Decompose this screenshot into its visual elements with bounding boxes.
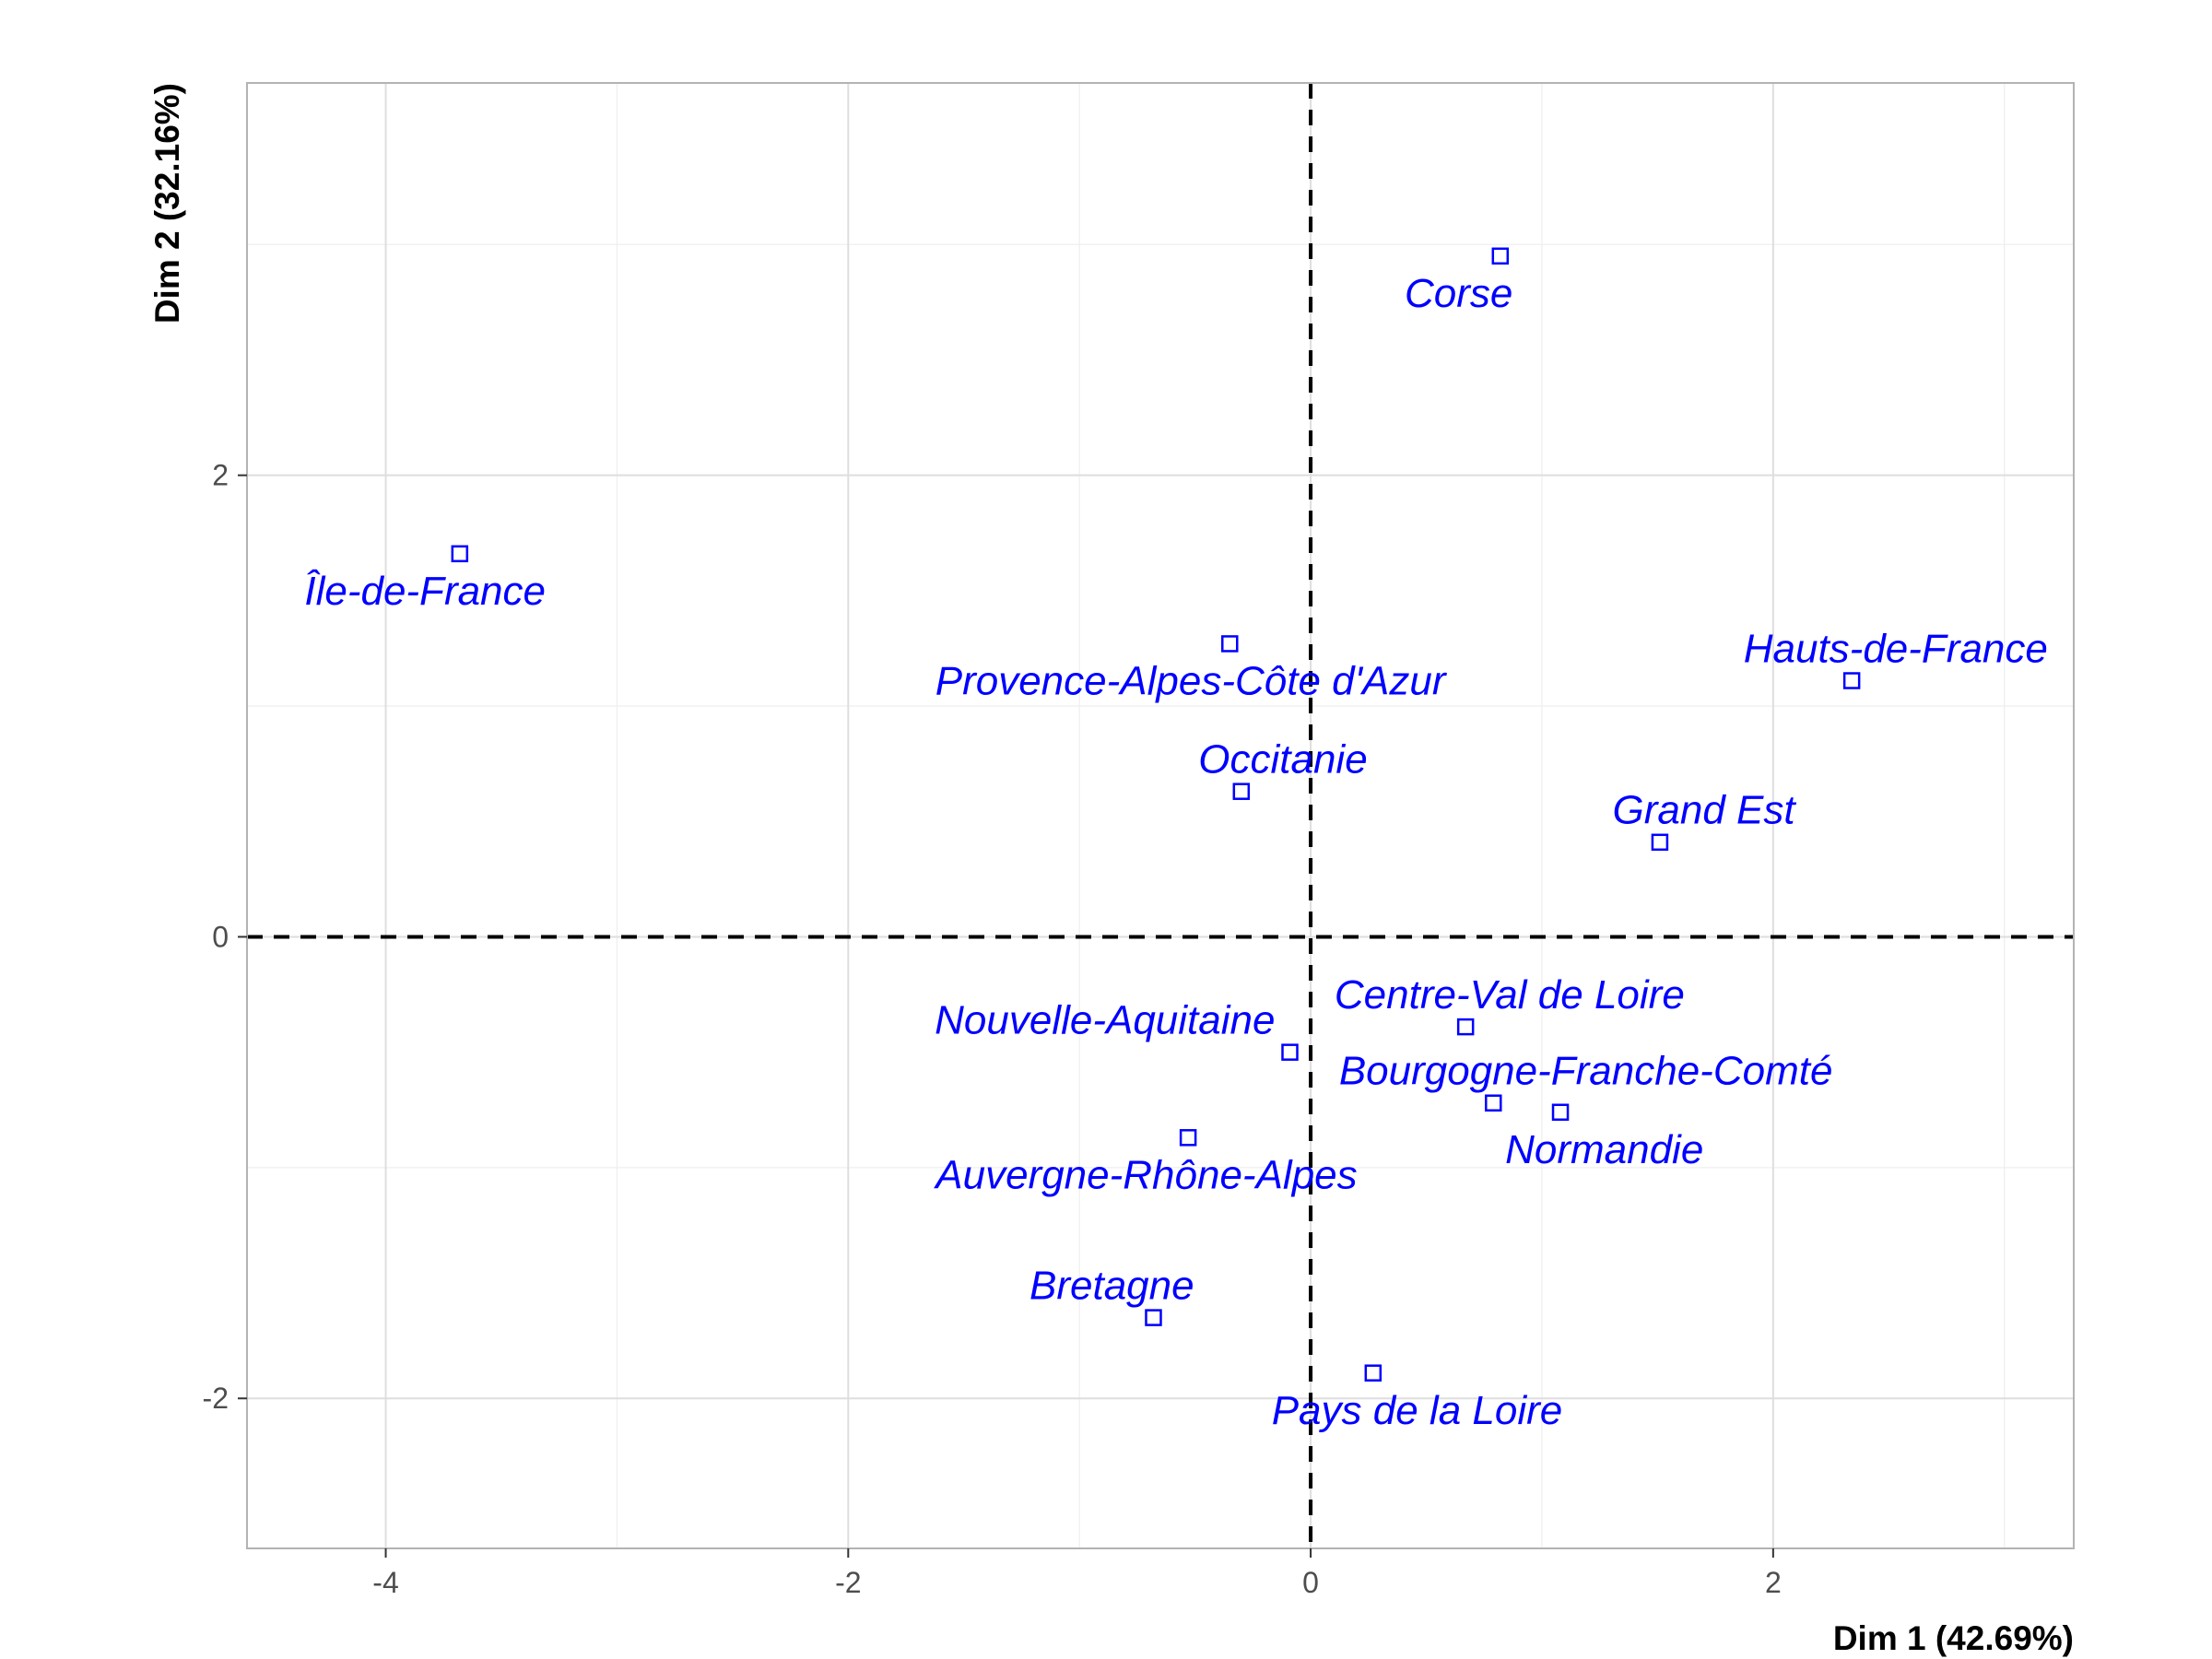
point-label: Grand Est (1613, 788, 1797, 833)
reference-lines (247, 83, 2074, 1548)
data-point (1842, 672, 1861, 689)
data-points (451, 247, 1861, 1382)
x-tick-label: -4 (372, 1566, 398, 1599)
point-labels: Île-de-France Corse Provence-Alpes-Côte d'… (304, 271, 2048, 1433)
y-axis-title: Dim 2 (32.16%) (148, 83, 186, 324)
axis-ticks: -4 -2 0 2 -2 0 2 (203, 459, 1782, 1599)
data-point (1221, 635, 1239, 653)
data-point (1551, 1103, 1570, 1122)
point-label: Centre-Val de Loire (1335, 972, 1685, 1018)
x-tick-label: 0 (1302, 1566, 1319, 1599)
data-point (1485, 1094, 1502, 1112)
point-label: Normandie (1505, 1127, 1703, 1172)
point-label: Bretagne (1030, 1264, 1194, 1309)
data-point (1364, 1364, 1382, 1382)
data-point (1456, 1018, 1475, 1036)
point-label: Auvergne-Rhône-Alpes (933, 1152, 1357, 1197)
y-tick-label: 0 (212, 920, 229, 953)
major-gridlines (247, 83, 2074, 1548)
minor-gridlines (247, 83, 2074, 1548)
point-label: Provence-Alpes-Côte d'Azur (935, 659, 1448, 704)
point-label: Occitanie (1198, 737, 1367, 782)
plot-panel-border (246, 82, 2075, 1549)
data-point (1232, 782, 1251, 800)
data-point (1179, 1129, 1197, 1147)
point-label: Île-de-France (304, 569, 546, 614)
point-label: Bourgogne-Franche-Comté (1339, 1049, 1833, 1094)
point-label: Corse (1405, 271, 1512, 316)
x-axis-title: Dim 1 (42.69%) (1833, 1619, 2074, 1657)
data-point (1491, 247, 1510, 265)
data-point (1281, 1043, 1299, 1061)
x-tick-label: -2 (835, 1566, 861, 1599)
y-tick-label: -2 (203, 1382, 229, 1415)
y-tick-label: 2 (212, 459, 229, 492)
x-tick-label: 2 (1765, 1566, 1782, 1599)
data-point (1651, 833, 1669, 852)
data-point (1145, 1309, 1162, 1326)
point-label: Pays de la Loire (1272, 1388, 1563, 1433)
point-label: Nouvelle-Aquitaine (935, 998, 1275, 1043)
data-point (451, 545, 469, 563)
point-label: Hauts-de-France (1744, 626, 2048, 671)
